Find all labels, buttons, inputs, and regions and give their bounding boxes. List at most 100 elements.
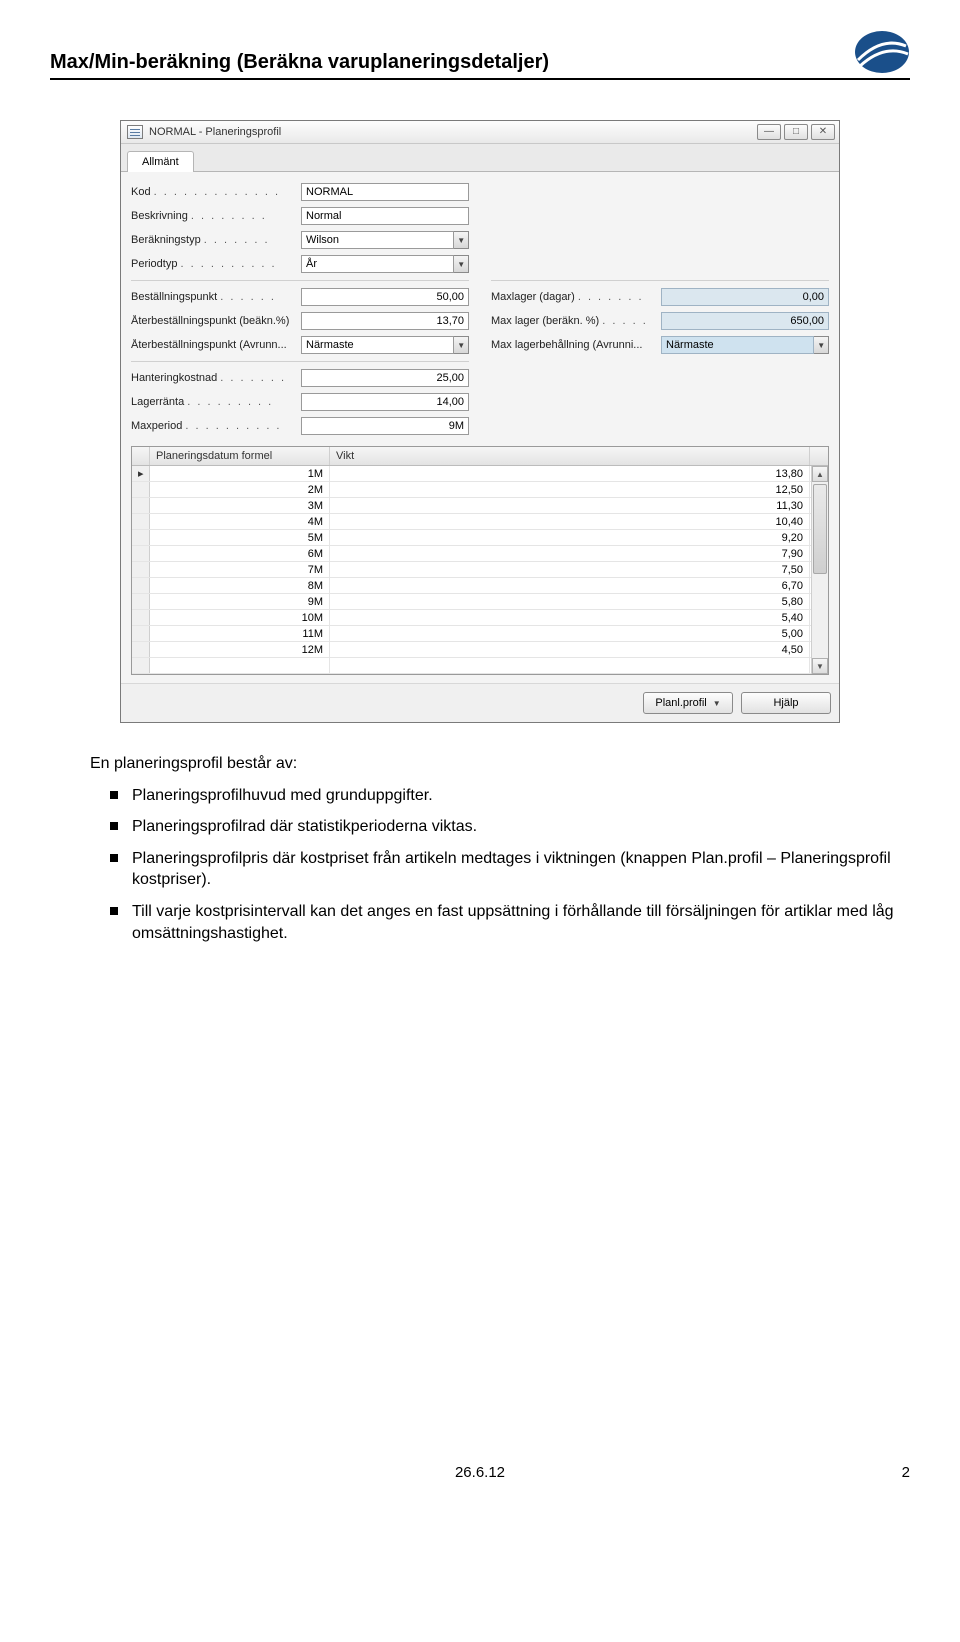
left-input-1[interactable]: Normal	[301, 207, 469, 225]
table-row[interactable]: 9M5,80	[132, 594, 828, 610]
chevron-down-icon[interactable]: ▼	[454, 255, 469, 273]
table-row[interactable]: 11M5,00	[132, 626, 828, 642]
field-label: Maxlager (dagar) . . . . . . .	[491, 291, 661, 303]
row-marker	[132, 498, 150, 513]
cell-vikt[interactable]: 6,70	[330, 578, 810, 593]
window: NORMAL - Planeringsprofil — □ ✕ Allmänt …	[120, 120, 840, 723]
right-input-1[interactable]: 650,00	[661, 312, 829, 330]
table-row[interactable]: 8M6,70	[132, 578, 828, 594]
cell-formel[interactable]: 10M	[150, 610, 330, 625]
right-input-0[interactable]: 0,00	[661, 288, 829, 306]
cell-formel[interactable]: 5M	[150, 530, 330, 545]
field-row: Hanteringkostnad . . . . . . .25,00	[131, 368, 469, 388]
close-button[interactable]: ✕	[811, 124, 835, 140]
row-marker	[132, 642, 150, 657]
cell-vikt[interactable]: 13,80	[330, 466, 810, 481]
row-marker	[132, 482, 150, 497]
separator	[131, 361, 469, 362]
field-label: Periodtyp . . . . . . . . . .	[131, 258, 301, 270]
cell-vikt[interactable]: 7,90	[330, 546, 810, 561]
scroll-up-icon[interactable]: ▲	[812, 466, 828, 482]
field-label: Lagerränta . . . . . . . . .	[131, 396, 301, 408]
cell-vikt[interactable]: 9,20	[330, 530, 810, 545]
field-label: Återbeställningspunkt (beäkn.%)	[131, 315, 301, 327]
scroll-down-icon[interactable]: ▼	[812, 658, 828, 674]
left-select-6[interactable]: Närmaste	[301, 336, 454, 354]
row-marker	[132, 610, 150, 625]
maximize-button[interactable]: □	[784, 124, 808, 140]
chevron-down-icon[interactable]: ▼	[814, 336, 829, 354]
cell-formel[interactable]: 6M	[150, 546, 330, 561]
left-input-9[interactable]: 9M	[301, 417, 469, 435]
brand-logo-icon	[854, 30, 910, 74]
help-button[interactable]: Hjälp	[741, 692, 831, 714]
grid-scroll-col	[810, 447, 828, 465]
cell-vikt[interactable]: 10,40	[330, 514, 810, 529]
field-control: Närmaste▼	[301, 336, 469, 354]
planprofil-button[interactable]: Planl.profil ▼	[643, 692, 733, 714]
cell-formel[interactable]: 7M	[150, 562, 330, 577]
field-control: 9M	[301, 417, 469, 435]
screenshot-container: NORMAL - Planeringsprofil — □ ✕ Allmänt …	[120, 120, 840, 723]
cell-vikt[interactable]: 5,40	[330, 610, 810, 625]
left-select-2[interactable]: Wilson	[301, 231, 454, 249]
cell-vikt[interactable]: 5,00	[330, 626, 810, 641]
cell-vikt[interactable]	[330, 658, 810, 673]
field-label: Återbeställningspunkt (Avrunn...	[131, 339, 301, 351]
row-marker	[132, 514, 150, 529]
table-row[interactable]: 5M9,20	[132, 530, 828, 546]
chevron-down-icon[interactable]: ▼	[454, 231, 469, 249]
row-marker	[132, 658, 150, 673]
right-select-2[interactable]: Närmaste	[661, 336, 814, 354]
cell-formel[interactable]: 3M	[150, 498, 330, 513]
grid-scrollbar[interactable]: ▲ ▼	[811, 466, 828, 674]
left-input-5[interactable]: 13,70	[301, 312, 469, 330]
cell-formel[interactable]: 12M	[150, 642, 330, 657]
left-input-7[interactable]: 25,00	[301, 369, 469, 387]
cell-vikt[interactable]: 4,50	[330, 642, 810, 657]
cell-vikt[interactable]: 11,30	[330, 498, 810, 513]
cell-formel[interactable]: 8M	[150, 578, 330, 593]
table-row[interactable]: 10M5,40	[132, 610, 828, 626]
row-marker	[132, 546, 150, 561]
spacer	[491, 230, 829, 250]
tab-allmant[interactable]: Allmänt	[127, 151, 194, 172]
table-row[interactable]: 3M11,30	[132, 498, 828, 514]
table-row[interactable]: 12M4,50	[132, 642, 828, 658]
scroll-thumb[interactable]	[813, 484, 827, 574]
page-header: Max/Min-beräkning (Beräkna varuplanering…	[50, 30, 910, 80]
cell-vikt[interactable]: 7,50	[330, 562, 810, 577]
field-label: Beräkningstyp . . . . . . .	[131, 234, 301, 246]
table-row[interactable]: 4M10,40	[132, 514, 828, 530]
cell-vikt[interactable]: 12,50	[330, 482, 810, 497]
cell-vikt[interactable]: 5,80	[330, 594, 810, 609]
table-row[interactable]	[132, 658, 828, 674]
cell-formel[interactable]: 9M	[150, 594, 330, 609]
cell-formel[interactable]: 1M	[150, 466, 330, 481]
cell-formel[interactable]: 2M	[150, 482, 330, 497]
bullet-list: Planeringsprofilhuvud med grunduppgifter…	[110, 785, 910, 945]
left-input-4[interactable]: 50,00	[301, 288, 469, 306]
field-control: 13,70	[301, 312, 469, 330]
field-label: Maxperiod . . . . . . . . . .	[131, 420, 301, 432]
table-row[interactable]: ▸1M13,80	[132, 466, 828, 482]
grid-col-planeringsdatum[interactable]: Planeringsdatum formel	[150, 447, 330, 465]
field-label: Kod . . . . . . . . . . . . .	[131, 186, 301, 198]
table-row[interactable]: 7M7,50	[132, 562, 828, 578]
footer-pagenum: 2	[902, 1464, 910, 1481]
field-control: 25,00	[301, 369, 469, 387]
spacer	[491, 206, 829, 226]
data-grid: Planeringsdatum formel Vikt ▸1M13,802M12…	[131, 446, 829, 675]
left-input-0[interactable]: NORMAL	[301, 183, 469, 201]
cell-formel[interactable]	[150, 658, 330, 673]
table-row[interactable]: 6M7,90	[132, 546, 828, 562]
minimize-button[interactable]: —	[757, 124, 781, 140]
cell-formel[interactable]: 11M	[150, 626, 330, 641]
field-row: Max lager (beräkn. %) . . . . .650,00	[491, 311, 829, 331]
left-input-8[interactable]: 14,00	[301, 393, 469, 411]
cell-formel[interactable]: 4M	[150, 514, 330, 529]
chevron-down-icon[interactable]: ▼	[454, 336, 469, 354]
table-row[interactable]: 2M12,50	[132, 482, 828, 498]
grid-col-vikt[interactable]: Vikt	[330, 447, 810, 465]
left-select-3[interactable]: År	[301, 255, 454, 273]
